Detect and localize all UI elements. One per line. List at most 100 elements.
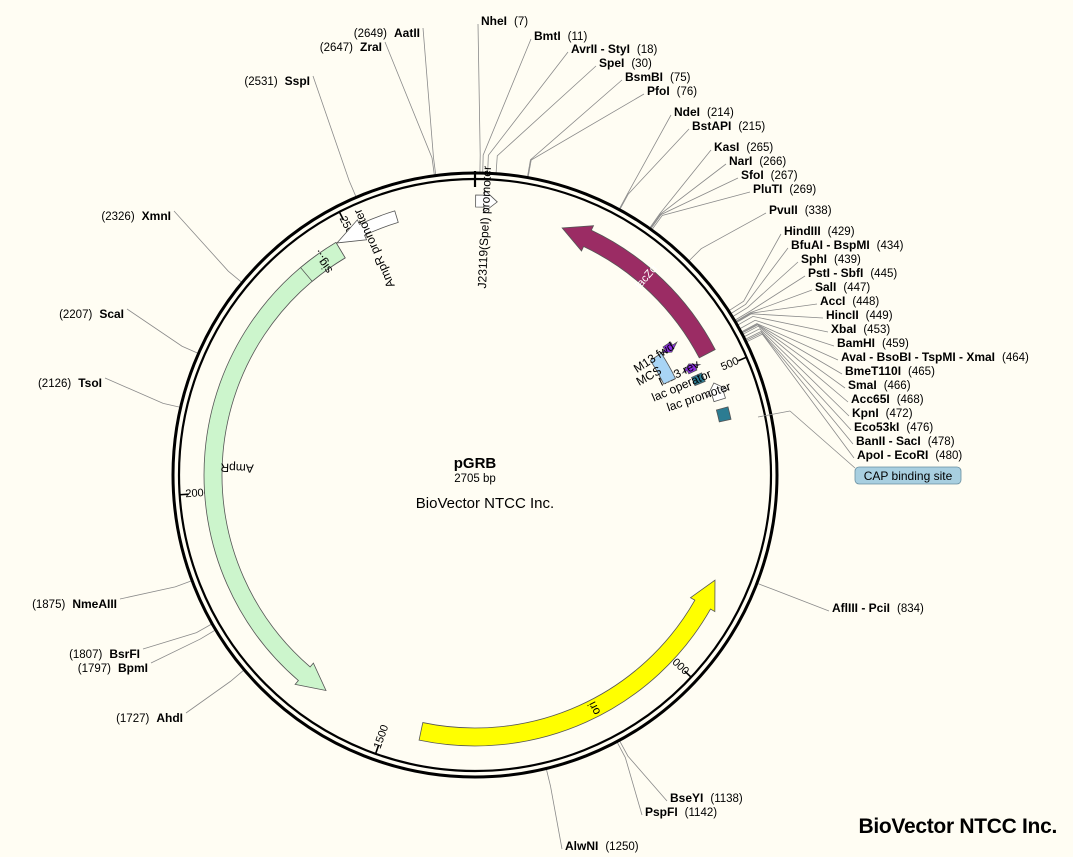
site-apoi-ecori[interactable]: ApoI - EcoRI (480) — [857, 448, 962, 462]
site-pluti[interactable]: PluTI (269) — [753, 182, 816, 196]
site-tsoi-pos: (2126) — [38, 378, 71, 390]
site-avrii-styi-pos: (18) — [637, 44, 658, 56]
site-avrii-styi-leader — [487, 51, 569, 174]
site-apoi-ecori-leader — [745, 333, 855, 459]
site-zrai-name: ZraI — [360, 40, 382, 54]
site-afliii-pcii-pos: (834) — [897, 603, 924, 615]
site-bstapi-pos: (215) — [738, 121, 765, 133]
site-ndei-leader — [618, 114, 672, 210]
site-banii-saci[interactable]: BanII - SacI (478) — [856, 434, 955, 448]
site-xbai-leader — [737, 315, 829, 333]
site-hincii[interactable]: HincII (449) — [826, 308, 893, 322]
site-kasi[interactable]: KasI (265) — [714, 140, 773, 154]
site-bpmi-leader — [150, 629, 216, 664]
site-alwni-name: AlwNI — [565, 839, 598, 853]
plasmid-length: 2705 bp — [454, 473, 496, 485]
site-bmet110i[interactable]: BmeT110I (465) — [845, 364, 935, 378]
site-eco53ki-pos: (476) — [906, 422, 933, 434]
site-bpmi-name: BpmI — [118, 661, 148, 675]
site-smai[interactable]: SmaI (466) — [848, 378, 911, 392]
site-nmeaiii[interactable]: NmeAIII (1875) — [32, 597, 117, 611]
site-bsrfi[interactable]: BsrFI (1807) — [69, 647, 140, 661]
site-pvuii-leader — [688, 212, 767, 262]
site-sfoi-leader — [650, 177, 739, 230]
site-acci-name: AccI — [820, 294, 845, 308]
site-bamhi-name: BamHI — [837, 336, 875, 350]
feature-lacop-shape — [691, 372, 706, 387]
site-tsoi[interactable]: TsoI (2126) — [38, 376, 102, 390]
site-psti-sbfi[interactable]: PstI - SbfI (445) — [808, 266, 897, 280]
site-xbai[interactable]: XbaI (453) — [831, 322, 890, 336]
site-bsmbi[interactable]: BsmBI (75) — [625, 70, 691, 84]
site-bstapi[interactable]: BstAPI (215) — [692, 119, 765, 133]
site-kpni-leader — [743, 328, 850, 417]
site-pfoi[interactable]: PfoI (76) — [647, 84, 697, 98]
feature-cap-shape — [715, 406, 732, 423]
center-labels: pGRB 2705 bp BioVector NTCC Inc. — [416, 455, 554, 512]
site-pfoi-name: PfoI — [647, 84, 670, 98]
site-sspi-leader — [312, 75, 357, 198]
site-bfuai-bspmi-leader — [730, 247, 789, 315]
site-sali-pos: (447) — [843, 282, 870, 294]
ruler-tick-2500 — [338, 211, 345, 221]
site-kpni[interactable]: KpnI (472) — [852, 406, 913, 420]
site-smai-pos: (466) — [884, 380, 911, 392]
site-zrai[interactable]: ZraI (2647) — [320, 40, 382, 54]
feature-ampr-label: AmpR — [220, 460, 254, 475]
site-acc65i-pos: (468) — [897, 394, 924, 406]
site-hindiii[interactable]: HindIII (429) — [784, 224, 855, 238]
site-nmeaiii-pos: (1875) — [32, 599, 65, 611]
site-aatii-leader — [422, 27, 437, 176]
feature-ori[interactable]: ori — [418, 579, 716, 747]
brand-watermark: BioVector NTCC Inc. — [858, 815, 1058, 838]
site-bfuai-bspmi-pos: (434) — [877, 240, 904, 252]
site-bsmbi-name: BsmBI — [625, 70, 663, 84]
site-ndei[interactable]: NdeI (214) — [674, 105, 734, 119]
site-bfuai-bspmi[interactable]: BfuAI - BspMI (434) — [791, 238, 904, 252]
site-aatii[interactable]: AatII (2649) — [354, 26, 420, 40]
site-sphi[interactable]: SphI (439) — [801, 252, 861, 266]
feature-j23119-label: J23119(SpeI) promoter — [475, 166, 494, 289]
site-acc65i[interactable]: Acc65I (468) — [851, 392, 924, 406]
site-bseyi-name: BseYI — [670, 791, 703, 805]
feature-sig[interactable]: sig... — [300, 241, 346, 282]
site-sspi-name: SspI — [285, 74, 310, 88]
company-label: BioVector NTCC Inc. — [416, 495, 554, 512]
site-acci[interactable]: AccI (448) — [820, 294, 879, 308]
site-bmti[interactable]: BmtI (11) — [534, 29, 587, 43]
site-pvuii[interactable]: PvuII (338) — [769, 203, 832, 217]
site-sali[interactable]: SalI (447) — [815, 280, 870, 294]
feature-cap[interactable] — [715, 406, 732, 423]
site-afliii-pcii[interactable]: AflIII - PciI (834) — [832, 601, 924, 615]
site-spei[interactable]: SpeI (30) — [599, 56, 652, 70]
site-nari-leader — [649, 163, 727, 230]
site-xmni[interactable]: XmnI (2326) — [101, 209, 171, 223]
site-pspfi[interactable]: PspFI (1142) — [645, 805, 717, 819]
site-nmeaiii-leader — [119, 580, 193, 600]
site-bpmi[interactable]: BpmI (1797) — [78, 661, 148, 675]
site-nari[interactable]: NarI (266) — [729, 154, 786, 168]
site-avrii-styi[interactable]: AvrII - StyI (18) — [571, 42, 658, 56]
site-avai-bsobi-tspmi-xmai[interactable]: AvaI - BsoBI - TspMI - XmaI (464) — [841, 350, 1029, 364]
site-hindiii-leader — [728, 233, 782, 312]
feature-j23119[interactable]: J23119(SpeI) promoter — [475, 166, 498, 289]
site-bmet110i-leader — [741, 323, 843, 375]
site-xbai-name: XbaI — [831, 322, 856, 336]
site-bseyi[interactable]: BseYI (1138) — [670, 791, 743, 805]
cap-leader-2 — [789, 410, 856, 469]
site-ahdi[interactable]: AhdI (1727) — [116, 711, 183, 725]
site-alwni[interactable]: AlwNI (1250) — [565, 839, 639, 853]
feature-ampr[interactable]: AmpR — [203, 241, 346, 692]
site-pvuii-name: PvuII — [769, 203, 798, 217]
site-eco53ki[interactable]: Eco53kI (476) — [854, 420, 933, 434]
site-sfoi[interactable]: SfoI (267) — [741, 168, 798, 182]
site-hincii-name: HincII — [826, 308, 859, 322]
site-sphi-leader — [732, 261, 799, 318]
site-sspi[interactable]: SspI (2531) — [244, 74, 310, 88]
feature-lacz[interactable]: lacZα — [561, 225, 716, 359]
site-nhei[interactable]: NheI (7) — [481, 14, 528, 28]
site-bamhi[interactable]: BamHI (459) — [837, 336, 909, 350]
cap-binding-site-callout[interactable]: CAP binding site — [757, 410, 962, 485]
site-scai[interactable]: ScaI (2207) — [59, 307, 124, 321]
feature-lacz-shape — [561, 225, 716, 359]
